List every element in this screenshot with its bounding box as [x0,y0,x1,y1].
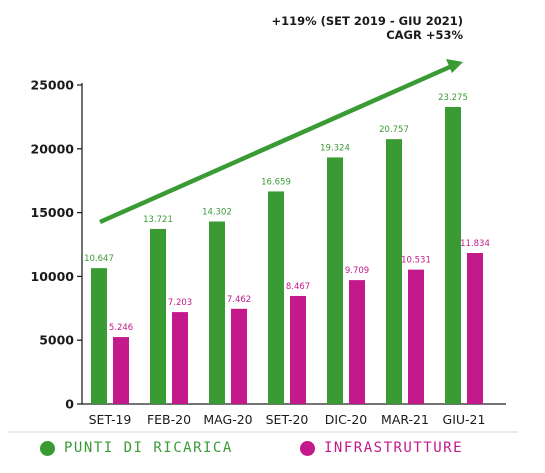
bar-punti-di-ricarica [386,139,402,404]
trend-arrowhead [446,59,463,73]
bar-infrastrutture [349,280,365,404]
y-tick-label: 25000 [31,78,75,93]
trend-line [99,63,453,225]
value-label-punti: 20.757 [379,125,409,135]
legend-label: INFRASTRUTTURE [324,440,464,456]
bar-infrastrutture [467,252,483,404]
legend-item-infrastrutture: INFRASTRUTTURE [300,440,463,456]
bar-infrastrutture [290,295,306,404]
x-tick-label: SET-20 [266,412,309,427]
trend-arrow [99,59,463,225]
growth-annotation: +119% (SET 2019 - GIU 2021) [271,14,463,28]
bar-punti-di-ricarica [150,228,166,404]
y-tick-label: 20000 [31,141,75,156]
legend-swatch-magenta [300,440,315,456]
legend-swatch-green [40,440,55,456]
value-label-infrastrutture: 10.531 [401,256,431,266]
x-tick-label: MAG-20 [203,412,252,427]
bar-punti-di-ricarica [327,157,343,404]
bar-infrastrutture [172,312,188,404]
value-labels: 10.647 5.246 13.721 7.203 14.302 7.462 16.659 8… [84,93,490,333]
y-tick-label: 15000 [31,205,75,220]
bar-punti-di-ricarica [91,268,107,404]
value-label-punti: 10.647 [84,254,114,264]
value-label-punti: 13.721 [143,215,173,225]
x-tick-label: DIC-20 [325,412,368,427]
bar-punti-di-ricarica [209,221,225,404]
value-label-infrastrutture: 9.709 [345,266,369,276]
legend-item-punti: PUNTI DI RICARICA [40,440,233,456]
bar-punti-di-ricarica [445,107,461,405]
bars [91,107,483,405]
value-label-punti: 16.659 [261,177,291,187]
x-tick-label: SET-19 [89,412,132,427]
value-label-infrastrutture: 5.246 [109,323,133,333]
value-label-punti: 14.302 [202,208,232,218]
x-axis: SET-19 FEB-20 MAG-20 SET-20 DIC-20 MAR-21 GIU-… [82,403,506,427]
y-tick-label: 10000 [31,269,75,284]
x-tick-label: MAR-21 [381,412,429,427]
bar-infrastrutture [113,337,129,404]
value-label-infrastrutture: 8.467 [286,282,310,292]
bar-infrastrutture [408,269,424,404]
bar-infrastrutture [231,308,247,404]
value-label-punti: 19.324 [320,143,350,153]
bar-punti-di-ricarica [268,191,284,404]
x-tick-label: GIU-21 [443,412,486,427]
value-label-infrastrutture: 7.203 [168,298,192,308]
legend-label: PUNTI DI RICARICA [64,440,233,456]
y-axis: 0 5000 10000 15000 20000 25000 [31,78,83,412]
y-tick-label: 5000 [39,333,74,348]
value-label-infrastrutture: 7.462 [227,295,251,305]
x-tick-label: FEB-20 [147,412,191,427]
y-tick-label: 0 [65,397,74,412]
value-label-infrastrutture: 11.834 [460,239,490,249]
value-label-punti: 23.275 [438,93,468,103]
cagr-annotation: CAGR +53% [386,28,463,42]
